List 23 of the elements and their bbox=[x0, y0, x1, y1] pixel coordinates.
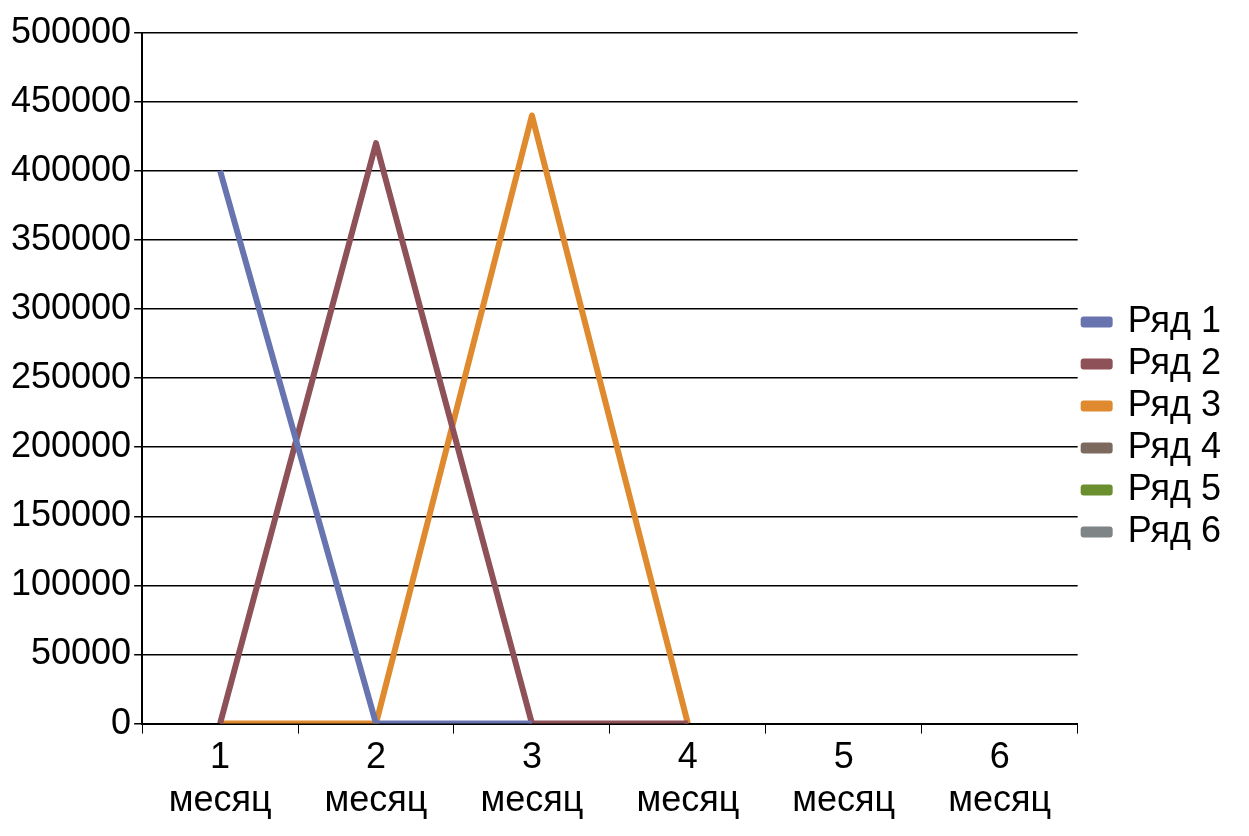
y-tick-label: 150000 bbox=[10, 493, 132, 535]
y-tick-label: 0 bbox=[111, 700, 132, 742]
x-tick-label: 4 месяц bbox=[636, 735, 740, 820]
x-tick-label: 6 месяц bbox=[948, 735, 1052, 820]
x-tick-label: 3 месяц bbox=[480, 735, 584, 820]
legend-label: Ряд 5 bbox=[1127, 466, 1221, 508]
x-tick-label: 2 месяц bbox=[324, 735, 428, 820]
legend-label: Ряд 1 bbox=[1127, 298, 1221, 340]
legend-label: Ряд 4 bbox=[1127, 424, 1221, 466]
y-tick-label: 350000 bbox=[10, 216, 132, 258]
y-tick-label: 50000 bbox=[31, 631, 132, 673]
y-tick-label: 200000 bbox=[10, 424, 132, 466]
legend-label: Ряд 6 bbox=[1127, 508, 1221, 550]
y-tick-label: 450000 bbox=[10, 78, 132, 120]
y-tick-label: 300000 bbox=[10, 285, 132, 327]
y-tick-label: 250000 bbox=[10, 355, 132, 397]
legend-label: Ряд 3 bbox=[1127, 382, 1221, 424]
legend-label: Ряд 2 bbox=[1127, 340, 1221, 382]
y-tick-label: 400000 bbox=[10, 147, 132, 189]
x-tick-label: 1 месяц bbox=[168, 735, 272, 820]
x-tick-label: 5 месяц bbox=[792, 735, 896, 820]
y-tick-label: 500000 bbox=[10, 9, 132, 51]
y-tick-label: 100000 bbox=[10, 562, 132, 604]
